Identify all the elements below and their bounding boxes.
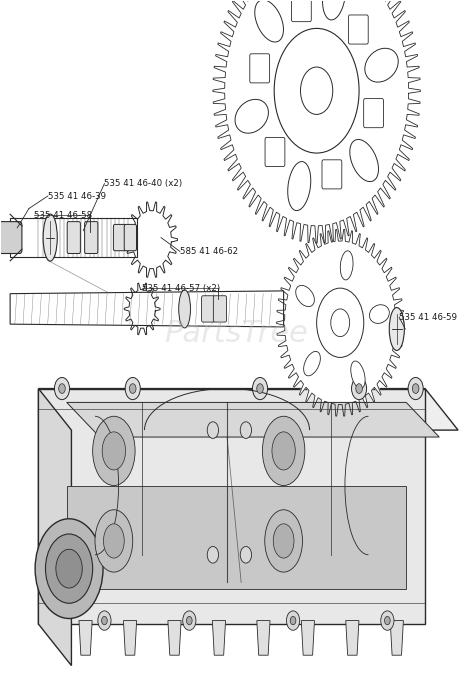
Circle shape <box>240 546 252 563</box>
Polygon shape <box>38 389 72 666</box>
FancyBboxPatch shape <box>85 221 98 253</box>
FancyBboxPatch shape <box>0 221 22 253</box>
Text: 535 41 46-58: 535 41 46-58 <box>34 211 92 220</box>
Polygon shape <box>212 620 226 655</box>
Ellipse shape <box>92 416 135 486</box>
Ellipse shape <box>389 307 404 350</box>
Circle shape <box>129 384 136 393</box>
Circle shape <box>352 378 366 400</box>
FancyBboxPatch shape <box>348 15 368 44</box>
Ellipse shape <box>322 0 346 20</box>
Ellipse shape <box>265 510 302 572</box>
Text: 535 41 46-57 (x2): 535 41 46-57 (x2) <box>142 284 220 293</box>
Circle shape <box>207 422 219 439</box>
FancyBboxPatch shape <box>113 224 126 251</box>
Ellipse shape <box>340 251 353 280</box>
Circle shape <box>98 611 111 630</box>
Circle shape <box>290 616 296 625</box>
Circle shape <box>207 546 219 563</box>
Ellipse shape <box>179 290 191 328</box>
Polygon shape <box>257 620 270 655</box>
Polygon shape <box>346 620 359 655</box>
Ellipse shape <box>351 361 365 389</box>
Polygon shape <box>67 486 406 589</box>
FancyBboxPatch shape <box>265 137 285 167</box>
Circle shape <box>408 378 423 400</box>
Ellipse shape <box>273 524 294 558</box>
Text: 535 41 46-40 (x2): 535 41 46-40 (x2) <box>104 179 182 188</box>
Text: 535 41 46-59: 535 41 46-59 <box>399 313 457 322</box>
Circle shape <box>356 384 363 393</box>
Polygon shape <box>38 389 425 624</box>
Circle shape <box>257 384 264 393</box>
Text: 585 41 46-62: 585 41 46-62 <box>180 247 238 256</box>
Polygon shape <box>124 283 160 335</box>
Ellipse shape <box>365 49 398 82</box>
Circle shape <box>384 616 390 625</box>
Ellipse shape <box>235 99 268 133</box>
Polygon shape <box>10 218 137 257</box>
Circle shape <box>182 611 196 630</box>
Circle shape <box>301 67 333 115</box>
Circle shape <box>35 519 103 618</box>
Circle shape <box>286 611 300 630</box>
FancyBboxPatch shape <box>213 296 227 322</box>
Polygon shape <box>390 620 403 655</box>
Ellipse shape <box>304 351 320 376</box>
Circle shape <box>412 384 419 393</box>
Circle shape <box>46 534 92 603</box>
FancyBboxPatch shape <box>250 53 270 83</box>
Text: 535 41 46-39: 535 41 46-39 <box>48 192 106 201</box>
Ellipse shape <box>272 432 295 470</box>
Circle shape <box>56 549 82 588</box>
FancyBboxPatch shape <box>67 221 81 253</box>
Ellipse shape <box>255 0 283 42</box>
Ellipse shape <box>263 416 305 486</box>
Polygon shape <box>10 291 283 327</box>
Polygon shape <box>123 620 137 655</box>
Circle shape <box>274 28 359 153</box>
Text: PartsTree: PartsTree <box>164 319 309 348</box>
Ellipse shape <box>102 432 126 470</box>
Polygon shape <box>301 620 314 655</box>
Ellipse shape <box>288 162 311 210</box>
Circle shape <box>55 378 70 400</box>
Circle shape <box>186 616 192 625</box>
Circle shape <box>59 384 65 393</box>
Circle shape <box>331 309 350 337</box>
Ellipse shape <box>95 510 133 572</box>
Polygon shape <box>168 620 181 655</box>
Circle shape <box>125 378 140 400</box>
FancyBboxPatch shape <box>322 160 342 189</box>
FancyBboxPatch shape <box>124 224 137 251</box>
Polygon shape <box>213 0 420 243</box>
Ellipse shape <box>43 214 57 261</box>
Ellipse shape <box>369 305 389 323</box>
FancyBboxPatch shape <box>201 296 215 322</box>
Polygon shape <box>38 389 458 430</box>
Ellipse shape <box>350 139 379 182</box>
Polygon shape <box>276 230 404 416</box>
Circle shape <box>253 378 268 400</box>
FancyBboxPatch shape <box>364 99 383 128</box>
Polygon shape <box>126 202 178 278</box>
Ellipse shape <box>103 524 124 558</box>
Polygon shape <box>79 620 92 655</box>
FancyBboxPatch shape <box>292 0 311 22</box>
Circle shape <box>317 288 364 357</box>
Polygon shape <box>67 403 439 437</box>
Ellipse shape <box>296 285 314 307</box>
Circle shape <box>381 611 394 630</box>
Circle shape <box>101 616 107 625</box>
Circle shape <box>240 422 252 439</box>
